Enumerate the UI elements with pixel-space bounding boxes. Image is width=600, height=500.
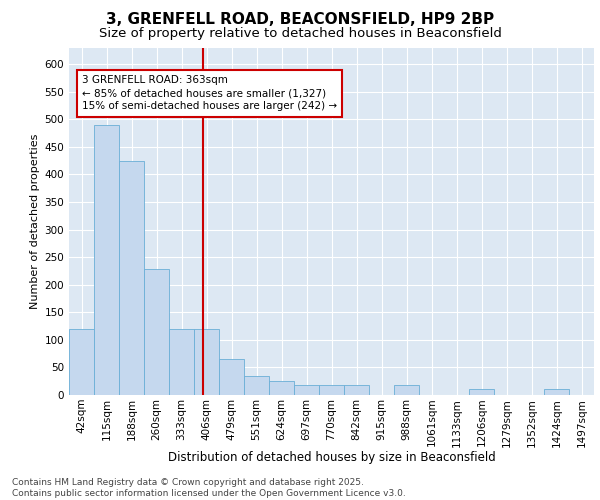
Bar [294, 385, 319, 395]
Bar [169, 329, 194, 395]
Bar [144, 269, 169, 395]
Text: 3, GRENFELL ROAD, BEACONSFIELD, HP9 2BP: 3, GRENFELL ROAD, BEACONSFIELD, HP9 2BP [106, 12, 494, 28]
Bar [544, 390, 569, 395]
Text: 3 GRENFELL ROAD: 363sqm
← 85% of detached houses are smaller (1,327)
15% of semi: 3 GRENFELL ROAD: 363sqm ← 85% of detache… [82, 75, 337, 112]
Bar [69, 329, 94, 395]
Bar [219, 359, 244, 395]
Text: Contains HM Land Registry data © Crown copyright and database right 2025.
Contai: Contains HM Land Registry data © Crown c… [12, 478, 406, 498]
Bar [119, 160, 144, 395]
Bar [194, 329, 219, 395]
Bar [244, 376, 269, 395]
Bar [94, 124, 119, 395]
Bar [319, 385, 344, 395]
Bar [469, 390, 494, 395]
Bar [269, 381, 294, 395]
Text: Size of property relative to detached houses in Beaconsfield: Size of property relative to detached ho… [98, 28, 502, 40]
Bar [394, 385, 419, 395]
Y-axis label: Number of detached properties: Number of detached properties [30, 134, 40, 309]
Bar [344, 385, 369, 395]
X-axis label: Distribution of detached houses by size in Beaconsfield: Distribution of detached houses by size … [167, 450, 496, 464]
